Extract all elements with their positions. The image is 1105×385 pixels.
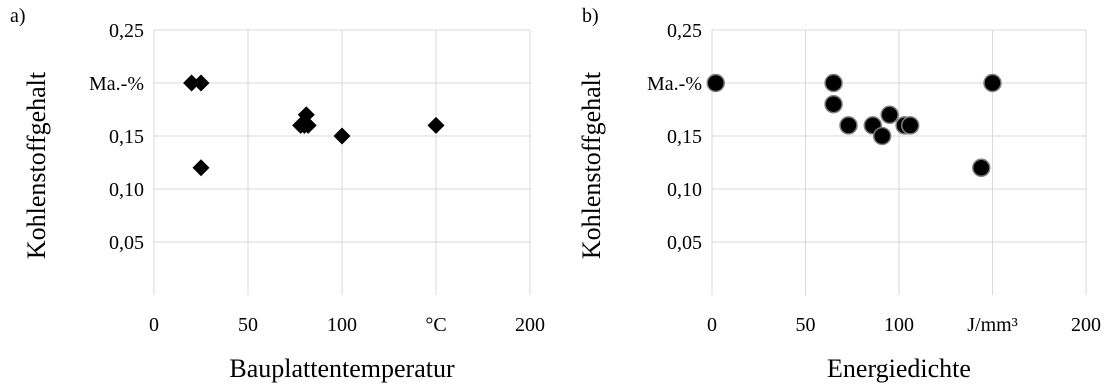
y-tick-label: 0,05 [109,232,144,254]
data-point-diamond [299,116,317,134]
y-axis-title: Kohlenstoffgehalt [22,71,51,259]
data-point-circle [872,126,892,146]
chart-panel-a: 0 50 100 °C 200 0,05 0,10 0,15 Ma.-% 0,25 a) Baupla… [10,5,545,383]
x-tick-label: 50 [238,314,258,336]
y-axis-title: Kohlenstoffgehalt [577,71,606,259]
x-tick-label: 0 [149,314,159,336]
panel-label: a) [10,5,26,27]
x-tick-label: 0 [707,314,717,336]
y-tick-label: 0,15 [667,126,702,148]
data-point-diamond [427,116,445,134]
x-tick-label: 200 [515,314,545,336]
x-axis-title: Energiedichte [827,354,971,383]
chart-panel-b: 0 50 100 J/mm³ 200 0,05 0,10 0,15 Ma.-% 0,25 b) Ene… [577,5,1101,383]
data-point-circle [983,73,1002,93]
y-tick-label: 0,05 [667,232,702,254]
data-point-circle [839,116,858,135]
x-tick-label: 200 [1071,314,1101,336]
x-tick-label: 50 [796,314,816,336]
y-tick-label: Ma.-% [647,73,702,95]
x-tick-label: 100 [327,314,357,336]
data-point-circle [706,73,725,93]
y-tick-label: 0,10 [667,179,702,201]
data-point-circle [824,94,843,114]
data-point-circle [900,116,920,135]
x-tick-label: J/mm³ [967,314,1017,336]
data-point-diamond [333,127,351,145]
y-tick-label: 0,25 [109,20,144,42]
x-axis-title: Bauplattentemperatur [229,354,455,383]
data-point-diamond [192,74,210,92]
x-tick-label: 100 [884,314,914,336]
data-point-circle [880,105,899,125]
data-point-circle [972,158,991,178]
x-tick-label: °C [425,314,446,336]
data-point-diamond [297,106,315,124]
data-point-circle [824,73,843,93]
y-tick-label: 0,15 [109,126,144,148]
data-point-diamond [192,159,210,177]
panel-label: b) [582,5,599,27]
y-tick-label: 0,25 [667,20,702,42]
y-tick-label: 0,10 [109,179,144,201]
data-point-diamond [183,74,201,92]
y-tick-label: Ma.-% [89,73,144,95]
